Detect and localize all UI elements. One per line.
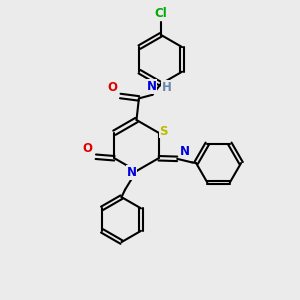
Text: N: N: [180, 145, 190, 158]
Text: S: S: [159, 125, 168, 138]
Text: N: N: [147, 80, 157, 93]
Text: H: H: [162, 81, 172, 94]
Text: O: O: [82, 142, 92, 155]
Text: Cl: Cl: [154, 7, 167, 20]
Text: N: N: [126, 166, 136, 179]
Text: O: O: [107, 81, 117, 94]
